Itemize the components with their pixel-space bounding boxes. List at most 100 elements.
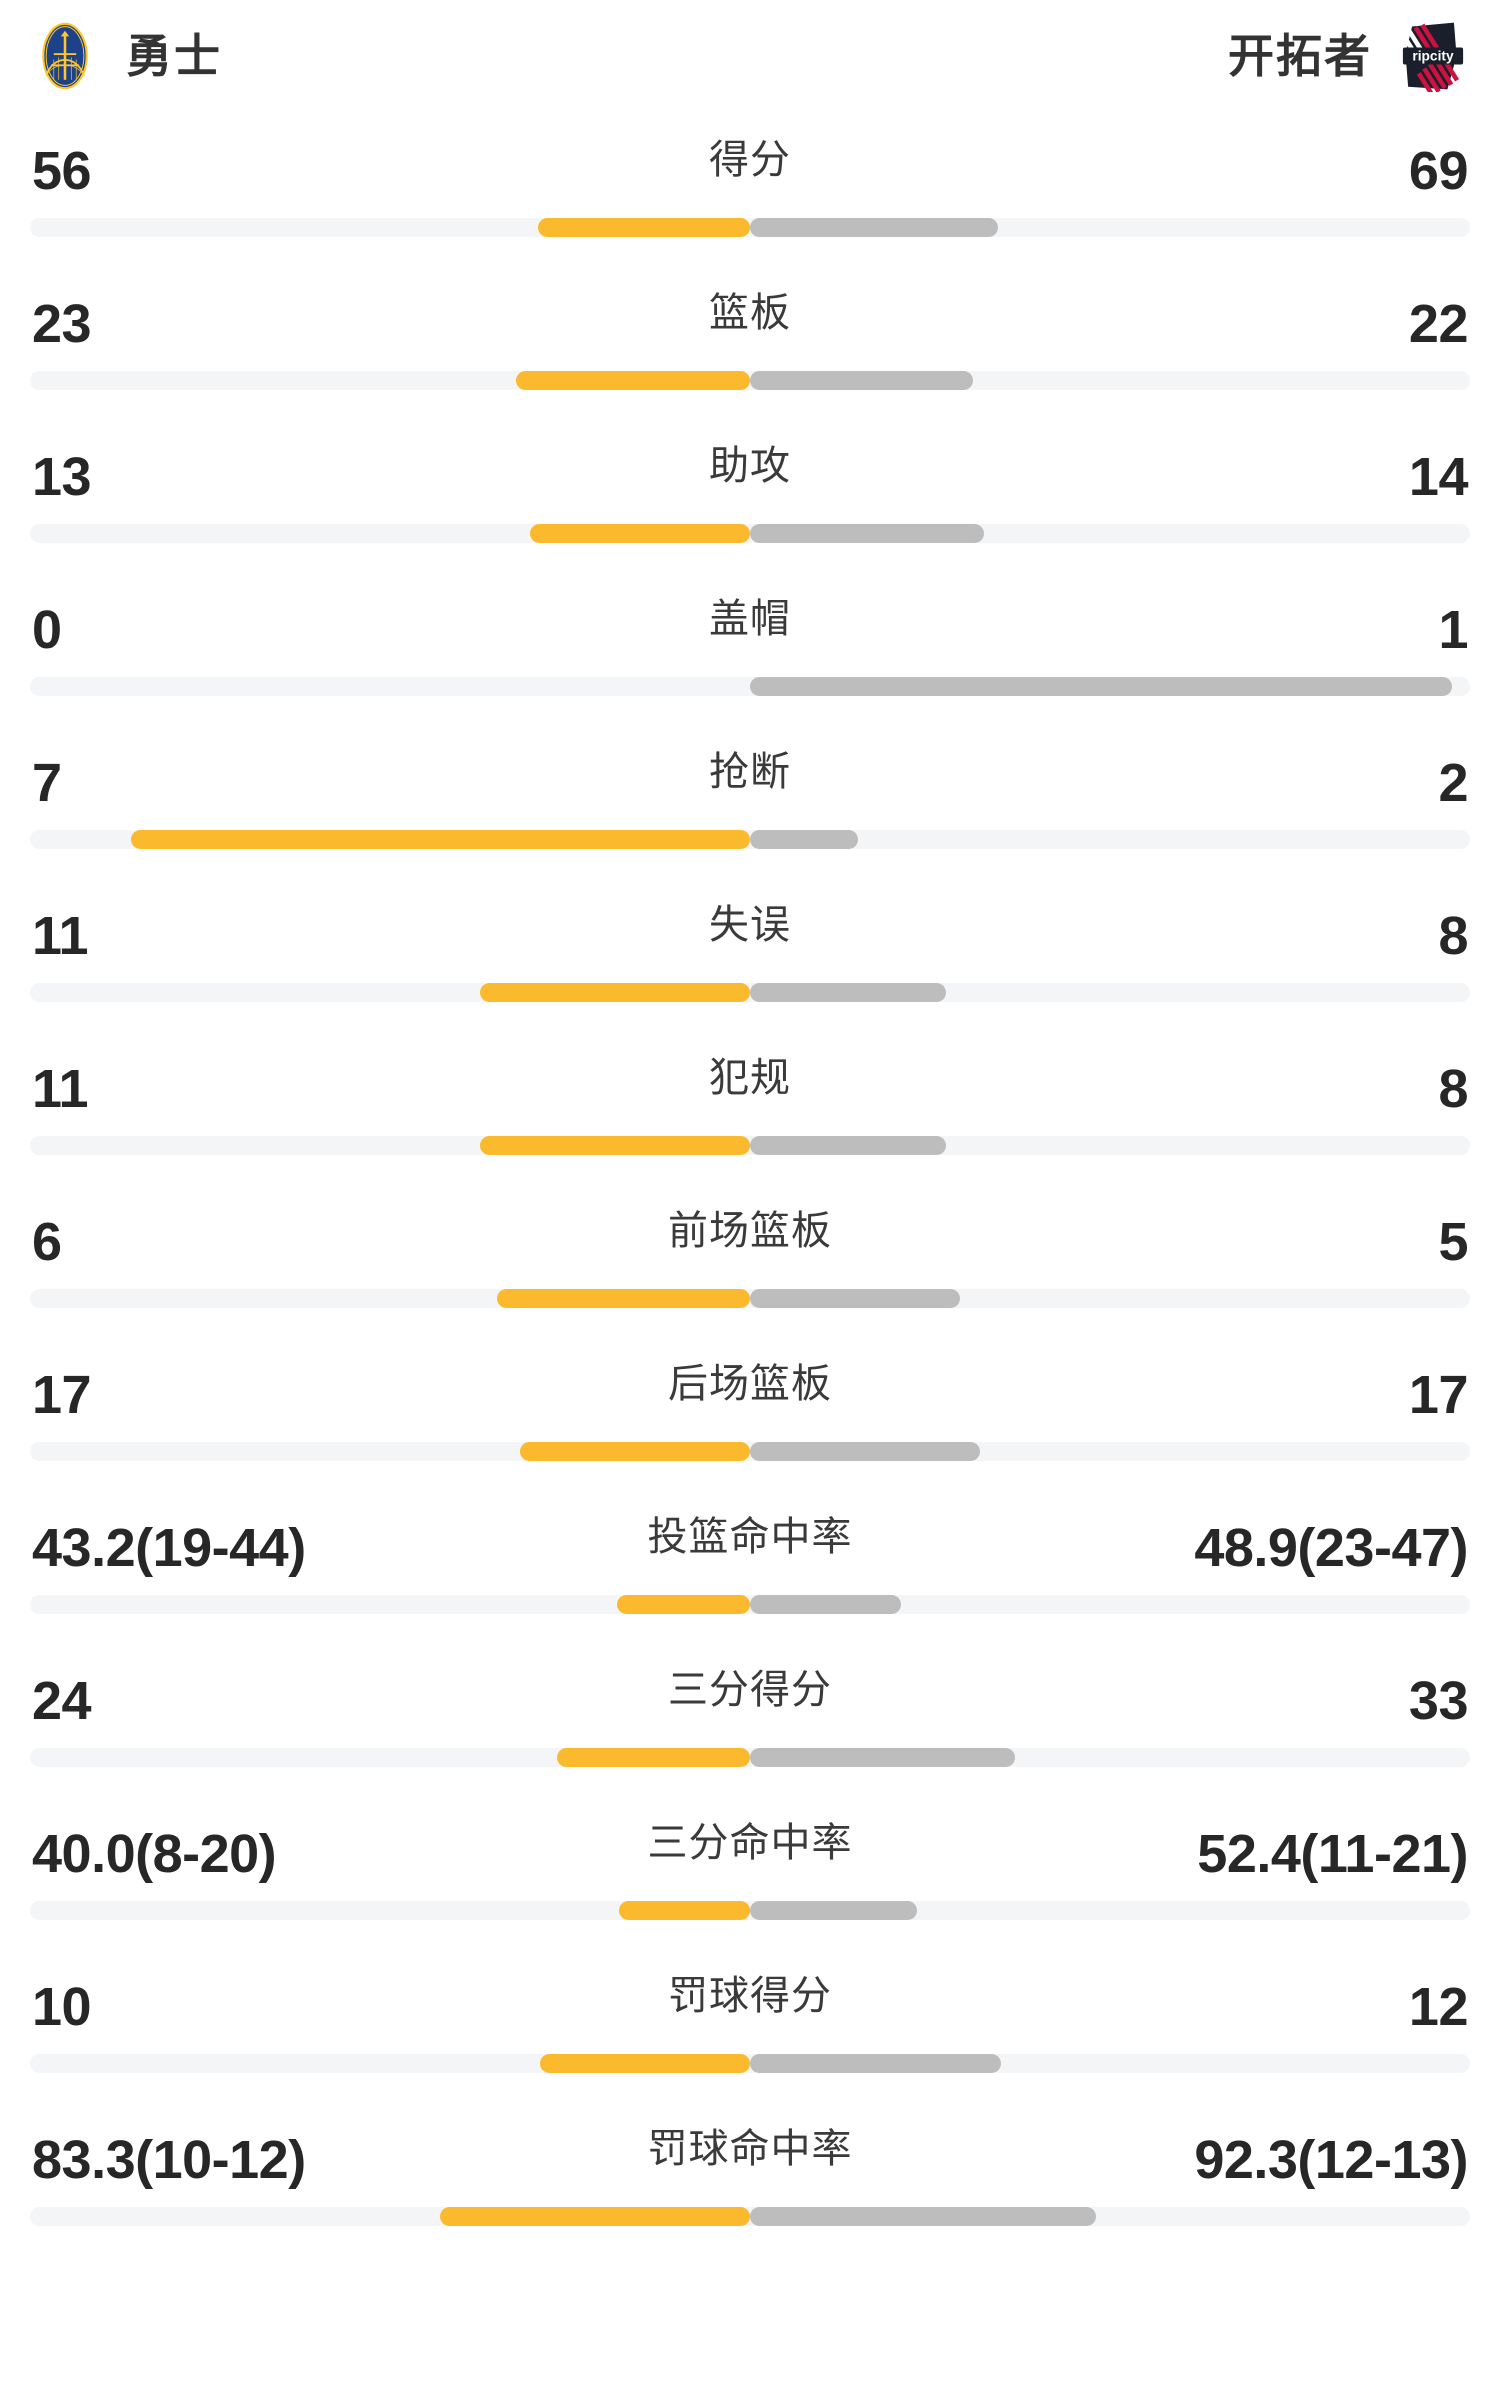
away-stat-value: 5 bbox=[1438, 1212, 1468, 1272]
stat-row: 11 8 失误 bbox=[30, 877, 1470, 1030]
home-stat-bar bbox=[618, 1901, 750, 1920]
home-stat-bar bbox=[516, 371, 750, 390]
away-stat-bar bbox=[750, 371, 974, 390]
home-stat-bar bbox=[557, 1748, 750, 1767]
stat-values: 13 14 bbox=[30, 418, 1470, 504]
home-stat-bar bbox=[480, 1136, 750, 1155]
stat-row: 24 33 三分得分 bbox=[30, 1642, 1470, 1795]
home-stat-value: 56 bbox=[32, 141, 92, 201]
away-stat-value: 69 bbox=[1408, 141, 1469, 201]
stat-bar-track bbox=[30, 218, 1470, 237]
away-stat-bar bbox=[750, 218, 999, 237]
away-stat-value: 22 bbox=[1408, 294, 1469, 354]
away-stat-bar bbox=[750, 830, 858, 849]
home-stat-value: 11 bbox=[32, 1059, 89, 1119]
stat-values: 83.3(10-12) 92.3(12-13) bbox=[30, 2101, 1470, 2187]
home-team-block[interactable]: 勇士 bbox=[28, 19, 222, 93]
stat-values: 40.0(8-20) 52.4(11-21) bbox=[30, 1795, 1470, 1881]
home-stat-value: 23 bbox=[32, 294, 92, 354]
away-stat-bar bbox=[750, 983, 946, 1002]
stat-bar-track bbox=[30, 2054, 1470, 2073]
stat-values: 43.2(19-44) 48.9(23-47) bbox=[30, 1489, 1470, 1575]
stat-row: 83.3(10-12) 92.3(12-13) 罚球命中率 bbox=[30, 2101, 1470, 2254]
stat-bar-track bbox=[30, 1442, 1470, 1461]
home-stat-bar bbox=[616, 1595, 750, 1614]
stat-row: 43.2(19-44) 48.9(23-47) 投篮命中率 bbox=[30, 1489, 1470, 1642]
home-stat-bar bbox=[480, 983, 750, 1002]
stat-bar-track bbox=[30, 371, 1470, 390]
stat-bar-track bbox=[30, 1901, 1470, 1920]
team-header-bar: 勇士 开拓者 ripcity bbox=[0, 0, 1500, 112]
away-stat-bar bbox=[750, 524, 984, 543]
stats-comparison-list: 56 69 得分 23 22 篮板 13 14 助攻 0 1 盖帽 7 2 抢断 11 8 失误 11 8 犯规 6 5 前场… bbox=[0, 112, 1500, 2254]
away-stat-value: 92.3(12-13) bbox=[1194, 2130, 1468, 2190]
stat-values: 56 69 bbox=[30, 112, 1470, 198]
stat-bar-track bbox=[30, 524, 1470, 543]
away-stat-bar bbox=[750, 1901, 918, 1920]
home-stat-value: 11 bbox=[32, 906, 89, 966]
away-stat-bar bbox=[750, 1289, 961, 1308]
away-stat-bar bbox=[750, 1442, 981, 1461]
trail-blazers-logo-icon: ripcity bbox=[1396, 19, 1470, 93]
stat-row: 23 22 篮板 bbox=[30, 265, 1470, 418]
away-stat-bar bbox=[750, 1595, 902, 1614]
home-stat-value: 40.0(8-20) bbox=[32, 1824, 277, 1884]
away-stat-value: 2 bbox=[1438, 753, 1468, 813]
home-stat-bar bbox=[537, 218, 750, 237]
away-stat-bar bbox=[750, 1136, 946, 1155]
stat-row: 6 5 前场篮板 bbox=[30, 1183, 1470, 1336]
away-stat-bar bbox=[750, 677, 1452, 696]
away-team-name: 开拓者 bbox=[1228, 30, 1372, 82]
home-stat-value: 0 bbox=[32, 600, 62, 660]
stat-row: 11 8 犯规 bbox=[30, 1030, 1470, 1183]
home-stat-bar bbox=[539, 2054, 750, 2073]
home-stat-value: 10 bbox=[32, 1977, 92, 2037]
home-stat-value: 83.3(10-12) bbox=[32, 2130, 306, 2190]
stat-row: 13 14 助攻 bbox=[30, 418, 1470, 571]
away-stat-value: 1 bbox=[1438, 600, 1468, 660]
home-stat-bar bbox=[130, 830, 750, 849]
stat-row: 10 12 罚球得分 bbox=[30, 1948, 1470, 2101]
home-stat-bar bbox=[496, 1289, 750, 1308]
stat-bar-track bbox=[30, 2207, 1470, 2226]
away-stat-value: 14 bbox=[1408, 447, 1469, 507]
stat-values: 23 22 bbox=[30, 265, 1470, 351]
away-team-block[interactable]: 开拓者 ripcity bbox=[1228, 19, 1470, 93]
away-stat-value: 8 bbox=[1438, 906, 1468, 966]
stat-values: 24 33 bbox=[30, 1642, 1470, 1728]
warriors-logo-icon bbox=[28, 19, 102, 93]
home-stat-value: 13 bbox=[32, 447, 92, 507]
stat-row: 17 17 后场篮板 bbox=[30, 1336, 1470, 1489]
stat-bar-track bbox=[30, 1289, 1470, 1308]
away-stat-bar bbox=[750, 1748, 1015, 1767]
home-stat-bar bbox=[530, 524, 750, 543]
home-team-name: 勇士 bbox=[126, 30, 222, 82]
stat-bar-track bbox=[30, 983, 1470, 1002]
away-stat-value: 33 bbox=[1408, 1671, 1469, 1731]
home-stat-value: 24 bbox=[32, 1671, 92, 1731]
stat-bar-track bbox=[30, 1136, 1470, 1155]
away-stat-value: 52.4(11-21) bbox=[1197, 1824, 1468, 1884]
away-stat-value: 8 bbox=[1438, 1059, 1468, 1119]
svg-text:ripcity: ripcity bbox=[1412, 49, 1454, 64]
stat-row: 0 1 盖帽 bbox=[30, 571, 1470, 724]
away-stat-bar bbox=[750, 2207, 1096, 2226]
stat-values: 10 12 bbox=[30, 1948, 1470, 2034]
home-stat-value: 17 bbox=[32, 1365, 92, 1425]
stat-values: 17 17 bbox=[30, 1336, 1470, 1422]
stat-bar-track bbox=[30, 1748, 1470, 1767]
stat-values: 11 8 bbox=[30, 877, 1470, 963]
away-stat-value: 12 bbox=[1408, 1977, 1469, 2037]
stat-bar-track bbox=[30, 677, 1470, 696]
home-stat-value: 7 bbox=[32, 753, 62, 813]
away-stat-value: 48.9(23-47) bbox=[1194, 1518, 1468, 1578]
away-stat-value: 17 bbox=[1408, 1365, 1469, 1425]
stat-row: 40.0(8-20) 52.4(11-21) 三分命中率 bbox=[30, 1795, 1470, 1948]
home-stat-bar bbox=[440, 2207, 750, 2226]
home-stat-bar bbox=[519, 1442, 750, 1461]
stat-bar-track bbox=[30, 1595, 1470, 1614]
away-stat-bar bbox=[750, 2054, 1001, 2073]
